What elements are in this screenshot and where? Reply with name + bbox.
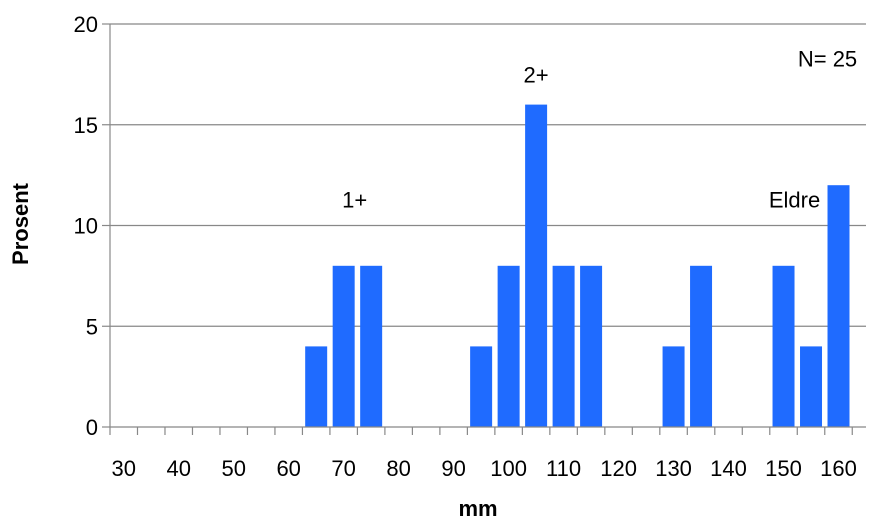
y-tick-label-15: 15 — [74, 113, 98, 138]
x-tick-label-130: 130 — [655, 456, 692, 481]
x-tick-label-80: 80 — [386, 456, 410, 481]
annotation: 1+ — [342, 187, 367, 212]
x-tick-label-70: 70 — [331, 456, 355, 481]
y-tick-label-20: 20 — [74, 12, 98, 37]
y-tick-labels: 0 5 10 15 20 — [74, 12, 98, 440]
y-tick-label-5: 5 — [86, 314, 98, 339]
bar-135 — [690, 265, 713, 427]
x-tick-label-110: 110 — [546, 456, 581, 481]
bar-65 — [305, 346, 328, 427]
bar-155 — [800, 346, 823, 427]
bar-110 — [552, 265, 575, 427]
y-tick-label-0: 0 — [86, 415, 98, 440]
annotation: N= 25 — [798, 46, 857, 71]
x-tick-label-120: 120 — [600, 456, 637, 481]
bar-100 — [497, 265, 520, 427]
x-tick-label-100: 100 — [490, 456, 527, 481]
bar-75 — [360, 265, 383, 427]
x-tick-label-150: 150 — [765, 456, 802, 481]
bar-130 — [662, 346, 685, 427]
x-axis-title: mm — [458, 496, 497, 521]
x-tick-label-60: 60 — [276, 456, 300, 481]
annotation: 2+ — [524, 62, 549, 87]
x-tick-label-40: 40 — [166, 456, 190, 481]
x-tick-label-90: 90 — [441, 456, 465, 481]
x-tick-labels: 30 40 50 60 70 80 90 100 110 120 130 140 150 160 — [112, 456, 857, 481]
x-tick-label-160: 160 — [820, 456, 857, 481]
axes — [102, 23, 866, 435]
bar-95 — [470, 346, 493, 427]
bars — [305, 104, 850, 427]
bar-70 — [332, 265, 355, 427]
x-tick-label-30: 30 — [112, 456, 136, 481]
annotations: 1+ 2+ Eldre N= 25 — [342, 46, 857, 212]
y-axis-title: Prosent — [8, 182, 33, 265]
bar-105 — [525, 104, 548, 427]
x-tick-label-140: 140 — [710, 456, 747, 481]
bar-150 — [772, 265, 795, 427]
grid-lines — [110, 23, 866, 327]
bar-115 — [580, 265, 603, 427]
annotation: Eldre — [769, 187, 820, 212]
y-tick-label-10: 10 — [74, 214, 98, 239]
bar-160 — [827, 185, 850, 427]
x-tick-label-50: 50 — [221, 456, 245, 481]
